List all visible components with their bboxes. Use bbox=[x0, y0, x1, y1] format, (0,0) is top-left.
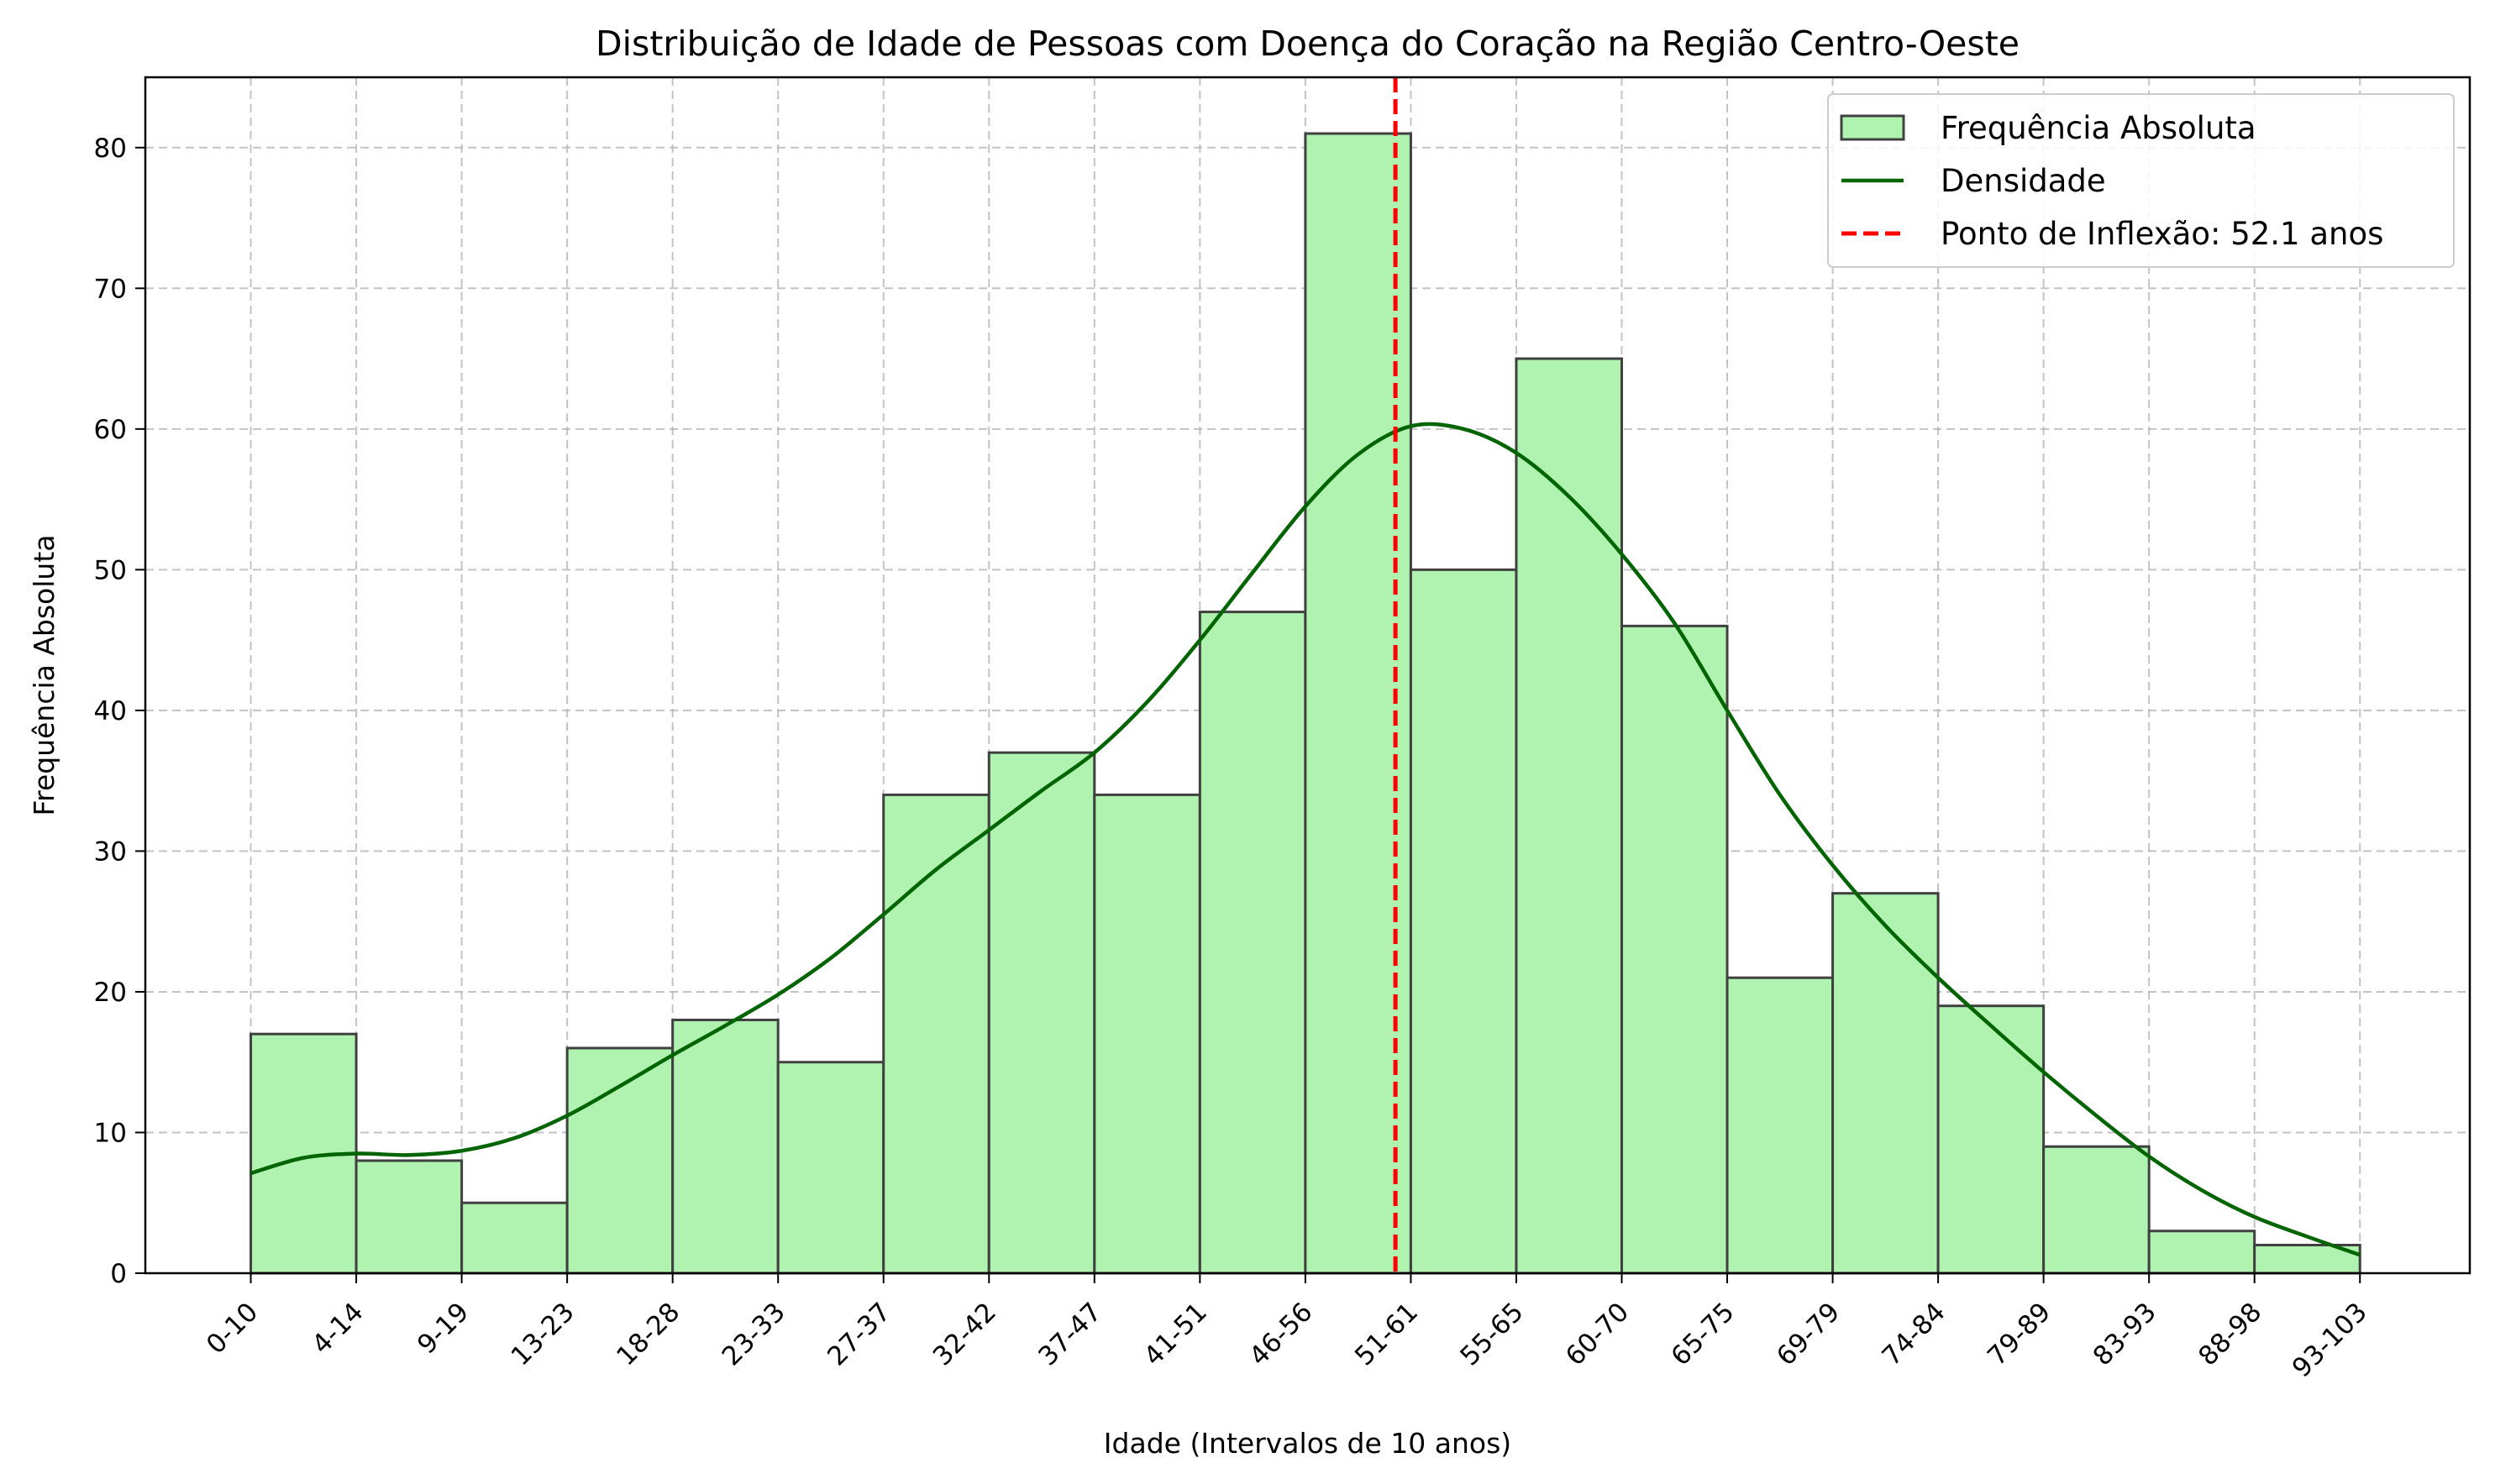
histogram-bar bbox=[1198, 611, 1307, 1275]
plot-frame bbox=[144, 76, 2471, 1275]
density-line-layer bbox=[250, 422, 2361, 1257]
histogram-bar bbox=[987, 751, 1096, 1275]
histogram-bar bbox=[460, 1201, 569, 1275]
histogram-bar bbox=[1515, 357, 1623, 1275]
histogram-bar bbox=[776, 1061, 885, 1275]
legend: Frequência Absoluta Densidade Ponto de Inf… bbox=[1827, 93, 2455, 268]
y-tick-label: 50 bbox=[94, 555, 127, 585]
y-tick-label: 10 bbox=[94, 1118, 127, 1148]
histogram-bar bbox=[2042, 1145, 2151, 1275]
y-tick-label: 80 bbox=[94, 134, 127, 164]
histogram-bar bbox=[1093, 793, 1201, 1275]
y-tick-label: 30 bbox=[94, 836, 127, 867]
legend-swatch-histogram bbox=[1840, 114, 1905, 141]
histogram-bar bbox=[355, 1159, 464, 1275]
y-tick-label: 40 bbox=[94, 696, 127, 726]
x-axis-title: Idade (Intervalos de 10 anos) bbox=[1104, 1427, 1511, 1460]
histogram-bar bbox=[671, 1018, 780, 1275]
histogram-bar bbox=[1620, 624, 1729, 1275]
y-tick-label: 70 bbox=[94, 274, 127, 304]
y-tick-label: 20 bbox=[94, 978, 127, 1008]
legend-label: Densidade bbox=[1941, 163, 2106, 199]
histogram-bar bbox=[882, 793, 990, 1275]
histogram-bars bbox=[250, 132, 2361, 1275]
histogram-bar bbox=[1831, 892, 1940, 1275]
density-line bbox=[250, 422, 2361, 1257]
histogram-bar bbox=[2147, 1230, 2256, 1275]
legend-box bbox=[1827, 93, 2455, 268]
histogram-bar bbox=[1725, 976, 1835, 1275]
y-axis-title: Frequência Absoluta bbox=[28, 535, 60, 816]
y-tick-label: 0 bbox=[110, 1259, 127, 1289]
histogram-bar bbox=[1936, 1004, 2046, 1275]
legend-label: Frequência Absoluta bbox=[1941, 110, 2256, 146]
legend-label: Ponto de Inflexão: 52.1 anos bbox=[1941, 216, 2383, 252]
histogram-bar bbox=[1409, 568, 1518, 1275]
chart-title: Distribuição de Idade de Pessoas com Doe… bbox=[596, 24, 2020, 64]
y-tick-label: 60 bbox=[94, 415, 127, 445]
histogram-bar bbox=[565, 1046, 675, 1275]
histogram-bar bbox=[1304, 132, 1412, 1275]
